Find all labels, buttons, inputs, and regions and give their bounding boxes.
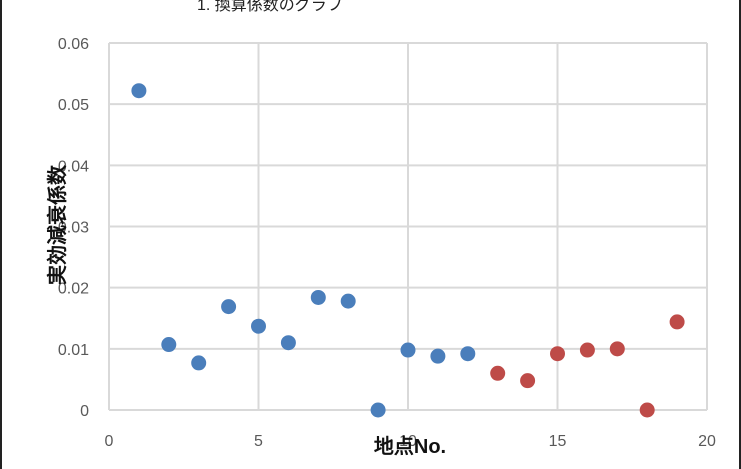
data-point — [400, 342, 416, 358]
data-point — [370, 402, 386, 418]
data-point — [609, 341, 625, 357]
data-point — [430, 348, 446, 364]
data-point — [191, 355, 207, 371]
y-axis-title: 実効減衰係数 — [45, 164, 69, 285]
y-tick-label: 0.04 — [58, 158, 89, 175]
x-tick-label: 5 — [254, 433, 263, 450]
y-tick-label: 0.06 — [58, 36, 89, 53]
data-point — [280, 335, 296, 351]
x-tick-label: 20 — [698, 433, 716, 450]
y-tick-label: 0.05 — [58, 97, 89, 114]
chart-title: 1. 換算係数のグラフ — [197, 0, 343, 14]
data-point — [460, 346, 476, 362]
x-tick-label: 0 — [105, 433, 114, 450]
x-axis-title: 地点No. — [374, 435, 446, 458]
data-point — [221, 299, 237, 315]
data-point — [550, 346, 565, 362]
data-point — [310, 289, 326, 305]
y-tick-label: 0.03 — [58, 220, 89, 237]
data-point — [520, 373, 536, 389]
data-point — [579, 342, 595, 358]
x-tick-label: 15 — [549, 433, 567, 450]
data-point — [131, 83, 147, 99]
data-point — [669, 314, 685, 330]
data-point — [639, 402, 655, 418]
y-tick-label: 0 — [80, 403, 89, 420]
data-point — [161, 337, 177, 353]
data-point — [251, 318, 266, 334]
x-tick-label: 10 — [399, 433, 417, 450]
data-point — [490, 365, 506, 381]
data-point — [340, 293, 356, 309]
y-tick-label: 0.02 — [58, 281, 89, 298]
y-tick-label: 0.01 — [58, 342, 89, 359]
